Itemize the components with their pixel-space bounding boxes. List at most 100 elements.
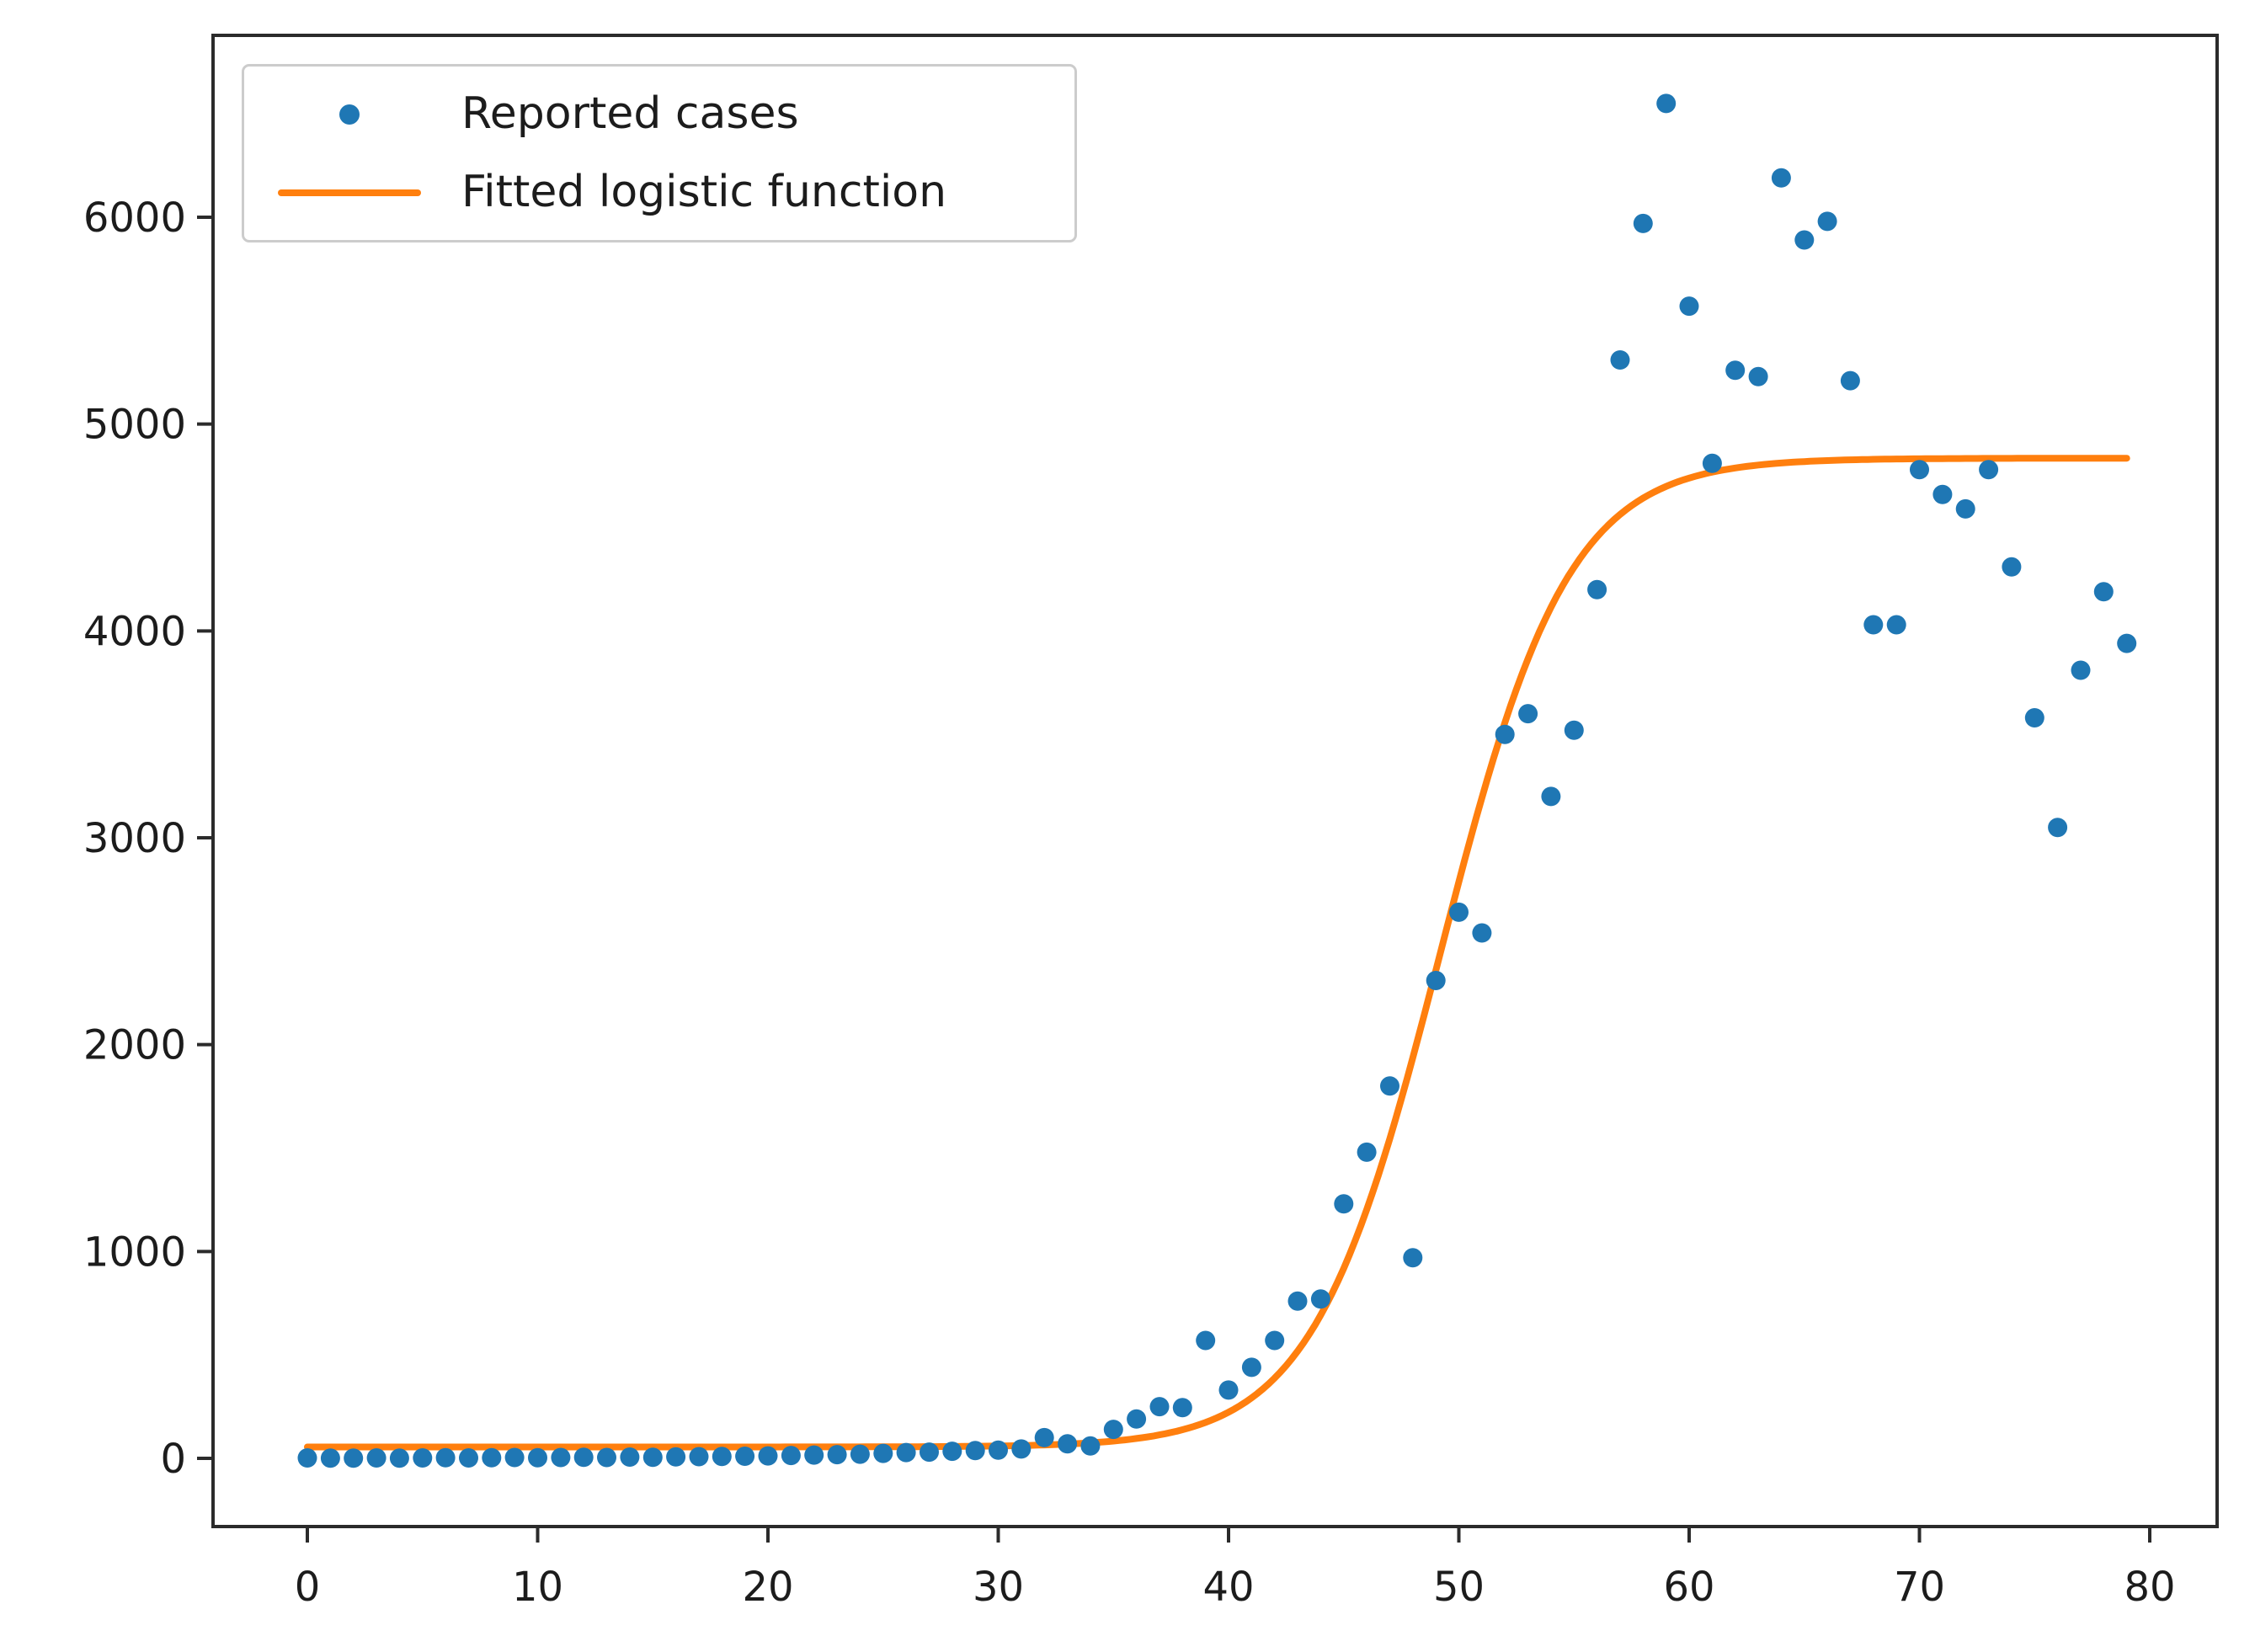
scatter-point (1771, 168, 1791, 188)
scatter-point (2048, 818, 2068, 838)
fitted-curve (304, 455, 2130, 1451)
scatter-point (942, 1442, 962, 1462)
scatter-point (1495, 724, 1515, 744)
scatter-point (2071, 660, 2091, 680)
scatter-point (989, 1440, 1008, 1460)
legend-item-label: Fitted logistic function (461, 166, 947, 217)
line-marker-icon (278, 189, 421, 196)
scatter-point (1910, 460, 1929, 480)
scatter-point (551, 1447, 571, 1468)
scatter-point (1058, 1434, 1078, 1454)
scatter-point (689, 1447, 709, 1467)
x-tick-label: 30 (973, 1564, 1024, 1611)
scatter-point (1334, 1194, 1354, 1214)
y-tick-label: 4000 (83, 608, 186, 655)
scatter-point (413, 1448, 433, 1468)
scatter-point (1886, 615, 1906, 635)
scatter-point (827, 1445, 847, 1465)
scatter-point (1955, 498, 1975, 519)
scatter-point (435, 1447, 456, 1468)
scatter-point (1932, 484, 1953, 504)
scatter-point (459, 1448, 478, 1468)
scatter-point (1840, 370, 1860, 391)
scatter-point (1472, 923, 1492, 943)
scatter-point (504, 1447, 525, 1468)
dot-icon (339, 104, 360, 125)
scatter-point (642, 1447, 663, 1468)
scatter-point (1218, 1380, 1239, 1400)
line-icon (278, 189, 421, 196)
plot-area (211, 34, 2219, 1528)
scatter-point (573, 1447, 594, 1468)
scatter-point (366, 1448, 386, 1468)
scatter-point (1357, 1142, 1377, 1162)
scatter-point (1541, 786, 1561, 807)
scatter-point (712, 1447, 732, 1467)
scatter-point (1679, 296, 1699, 317)
scatter-point (1587, 579, 1607, 600)
scatter-point (781, 1446, 801, 1466)
scatter-point (758, 1446, 778, 1466)
scatter-point (1172, 1398, 1192, 1418)
scatter-point (1449, 902, 1469, 922)
scatter-point (1103, 1420, 1123, 1440)
scatter-point (1241, 1357, 1261, 1378)
scatter-point (389, 1448, 409, 1468)
legend-item-reported-cases: Reported cases (278, 88, 1058, 139)
x-tick-label: 70 (1894, 1564, 1945, 1611)
x-tick-label: 10 (512, 1564, 563, 1611)
scatter-point (297, 1448, 317, 1468)
scatter-point (1011, 1439, 1032, 1459)
legend-item-label: Reported cases (461, 88, 799, 139)
scatter-point (1265, 1330, 1285, 1351)
scatter-point (896, 1442, 916, 1463)
scatter-point (2117, 633, 2137, 653)
scatter-point (2093, 582, 2114, 602)
scatter-point (1863, 615, 1884, 635)
scatter-point (1656, 93, 1677, 114)
scatter-point (2002, 557, 2022, 577)
scatter-point (597, 1447, 616, 1468)
y-tick-label: 5000 (83, 402, 186, 449)
scatter-point (1310, 1289, 1330, 1309)
legend-item-fitted-logistic: Fitted logistic function (278, 168, 1058, 216)
scatter-point (965, 1441, 985, 1461)
scatter-point (850, 1444, 870, 1464)
scatter-point (1633, 213, 1653, 233)
scatter-marker-icon (278, 104, 421, 125)
scatter-point (1380, 1076, 1399, 1096)
scatter-point (344, 1448, 364, 1468)
scatter-point (1080, 1436, 1101, 1456)
scatter-point (804, 1445, 824, 1465)
scatter-point (1702, 453, 1722, 473)
scatter-point (1149, 1397, 1170, 1417)
scatter-point (1979, 460, 1999, 480)
x-tick-label: 60 (1663, 1564, 1714, 1611)
scatter-point (735, 1447, 755, 1466)
y-tick-label: 2000 (83, 1022, 186, 1069)
scatter-point (1196, 1330, 1216, 1351)
scatter-point (528, 1447, 547, 1468)
scatter-point (1748, 366, 1768, 386)
scatter-point (1725, 360, 1746, 381)
scatter-point (482, 1447, 502, 1468)
scatter-point (1518, 704, 1538, 724)
scatter-point (1794, 230, 1815, 250)
x-tick-label: 40 (1202, 1564, 1254, 1611)
y-tick-label: 6000 (83, 195, 186, 242)
scatter-point (873, 1443, 893, 1463)
legend: Reported cases Fitted logistic function (242, 64, 1077, 242)
scatter-point (1403, 1248, 1423, 1268)
scatter-point (1287, 1291, 1308, 1311)
scatter-point (1034, 1427, 1054, 1447)
scatter-point (1817, 211, 1837, 232)
scatter-point (620, 1447, 640, 1467)
scatter-point (666, 1447, 686, 1467)
scatter-point (1426, 971, 1446, 990)
x-tick-label: 20 (742, 1564, 793, 1611)
y-tick-label: 3000 (83, 815, 186, 862)
scatter-point (1127, 1409, 1147, 1429)
scatter-point (1564, 720, 1584, 740)
